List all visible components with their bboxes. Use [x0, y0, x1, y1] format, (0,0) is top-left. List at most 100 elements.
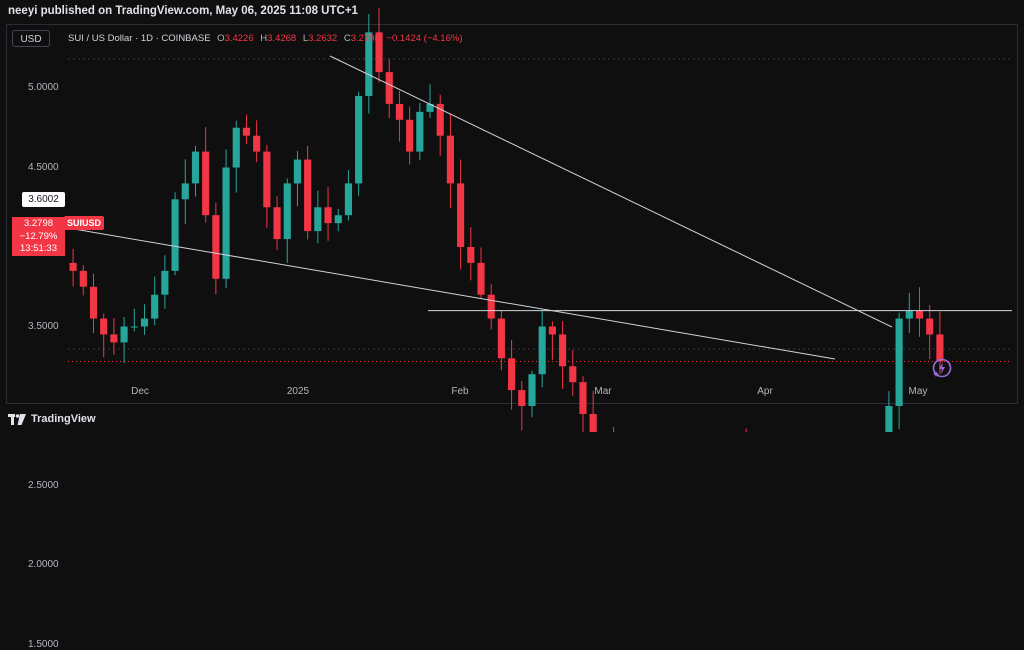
upper-trendline[interactable] — [329, 55, 893, 328]
candle[interactable] — [477, 247, 485, 299]
candle[interactable] — [161, 255, 169, 309]
candle[interactable] — [528, 370, 536, 418]
candle[interactable] — [375, 7, 383, 83]
candle[interactable] — [497, 310, 505, 371]
candle-body — [385, 72, 393, 104]
candle[interactable] — [548, 321, 556, 360]
candle[interactable] — [518, 380, 526, 431]
candle[interactable] — [579, 376, 587, 432]
candle[interactable] — [69, 248, 77, 287]
candle[interactable] — [263, 145, 271, 228]
time-tick-label: 2025 — [286, 386, 310, 397]
candle[interactable] — [538, 310, 546, 388]
candle-body — [232, 127, 240, 168]
candles[interactable] — [69, 7, 944, 432]
candle-body — [344, 183, 353, 216]
candle[interactable] — [293, 151, 302, 207]
candle[interactable] — [406, 106, 414, 165]
lower-trendline[interactable] — [67, 227, 836, 360]
candle-body — [171, 199, 179, 271]
candle[interactable] — [446, 113, 454, 209]
current-change: −12.79% — [19, 230, 58, 242]
candle-body — [589, 413, 597, 432]
currency-button[interactable]: USD — [12, 30, 50, 47]
candle-body — [314, 207, 322, 232]
drawings[interactable] — [67, 55, 1012, 360]
candle[interactable] — [885, 391, 893, 432]
candle-body — [334, 215, 342, 224]
candle[interactable] — [89, 273, 98, 334]
candle[interactable] — [895, 312, 903, 430]
candle[interactable] — [559, 321, 567, 389]
candle[interactable] — [222, 149, 230, 289]
time-tick-label: Apr — [757, 386, 773, 397]
candle[interactable] — [232, 120, 240, 193]
price-tick-label: 4.5000 — [28, 161, 59, 173]
candle-body — [497, 318, 505, 359]
candle-body — [191, 151, 200, 184]
candle[interactable] — [304, 145, 312, 240]
candle[interactable] — [355, 91, 363, 196]
candle[interactable] — [395, 90, 403, 142]
candle-body — [467, 247, 475, 263]
time-tick-label: May — [908, 386, 928, 397]
candle[interactable] — [191, 145, 200, 197]
candle[interactable] — [334, 208, 342, 232]
candle[interactable] — [569, 349, 577, 396]
candle-body — [569, 366, 577, 383]
candle[interactable] — [905, 292, 913, 333]
candle[interactable] — [457, 159, 465, 270]
candle[interactable] — [344, 170, 353, 221]
candle[interactable] — [120, 316, 128, 363]
price-tick-label: 1.5000 — [28, 638, 59, 650]
candle-body — [120, 326, 128, 343]
candle-body — [559, 334, 567, 367]
symbol-title[interactable]: SUI / US Dollar · 1D · COINBASE — [68, 33, 211, 44]
candle[interactable] — [171, 192, 179, 276]
candle[interactable] — [140, 304, 149, 335]
candle-body — [528, 374, 536, 406]
candle-body — [905, 310, 913, 319]
candle[interactable] — [926, 305, 934, 360]
candle[interactable] — [253, 120, 261, 163]
candle[interactable] — [100, 313, 108, 358]
candle[interactable] — [273, 196, 281, 251]
candle-body — [273, 207, 281, 240]
price-chart[interactable] — [0, 0, 1024, 432]
candle[interactable] — [426, 84, 434, 118]
candle[interactable] — [589, 390, 597, 432]
candle-body — [477, 262, 485, 295]
candle-body — [936, 334, 944, 362]
candle-body — [89, 286, 98, 319]
candle[interactable] — [508, 339, 516, 410]
candle[interactable] — [283, 178, 291, 263]
open-value: 3.4226 — [224, 33, 254, 44]
candle[interactable] — [79, 265, 87, 296]
candle[interactable] — [242, 114, 251, 145]
time-tick-label: Mar — [594, 386, 612, 397]
candle[interactable] — [436, 94, 444, 156]
candle[interactable] — [915, 287, 924, 337]
candle[interactable] — [314, 190, 322, 244]
candle[interactable] — [130, 308, 138, 332]
candle[interactable] — [936, 311, 944, 374]
candle-body — [79, 270, 87, 287]
symbol-badge: SUIUSD — [64, 216, 104, 230]
candle[interactable] — [181, 159, 189, 225]
candle[interactable] — [324, 187, 332, 241]
symbol-legend: SUI / US Dollar · 1D · COINBASE O3.4226 … — [68, 33, 462, 44]
candle[interactable] — [202, 127, 210, 223]
tradingview-logo[interactable]: TradingView — [8, 413, 96, 425]
assistant-icon[interactable] — [932, 358, 952, 378]
candle[interactable] — [416, 102, 424, 161]
candle-body — [426, 103, 434, 112]
candle[interactable] — [385, 59, 393, 119]
candle-body — [151, 294, 159, 319]
candle[interactable] — [365, 14, 373, 114]
candle[interactable] — [110, 318, 118, 355]
candle[interactable] — [151, 276, 159, 326]
candle[interactable] — [212, 202, 220, 295]
candle[interactable] — [467, 227, 475, 281]
candle[interactable] — [487, 284, 495, 330]
candle-body — [487, 294, 495, 319]
